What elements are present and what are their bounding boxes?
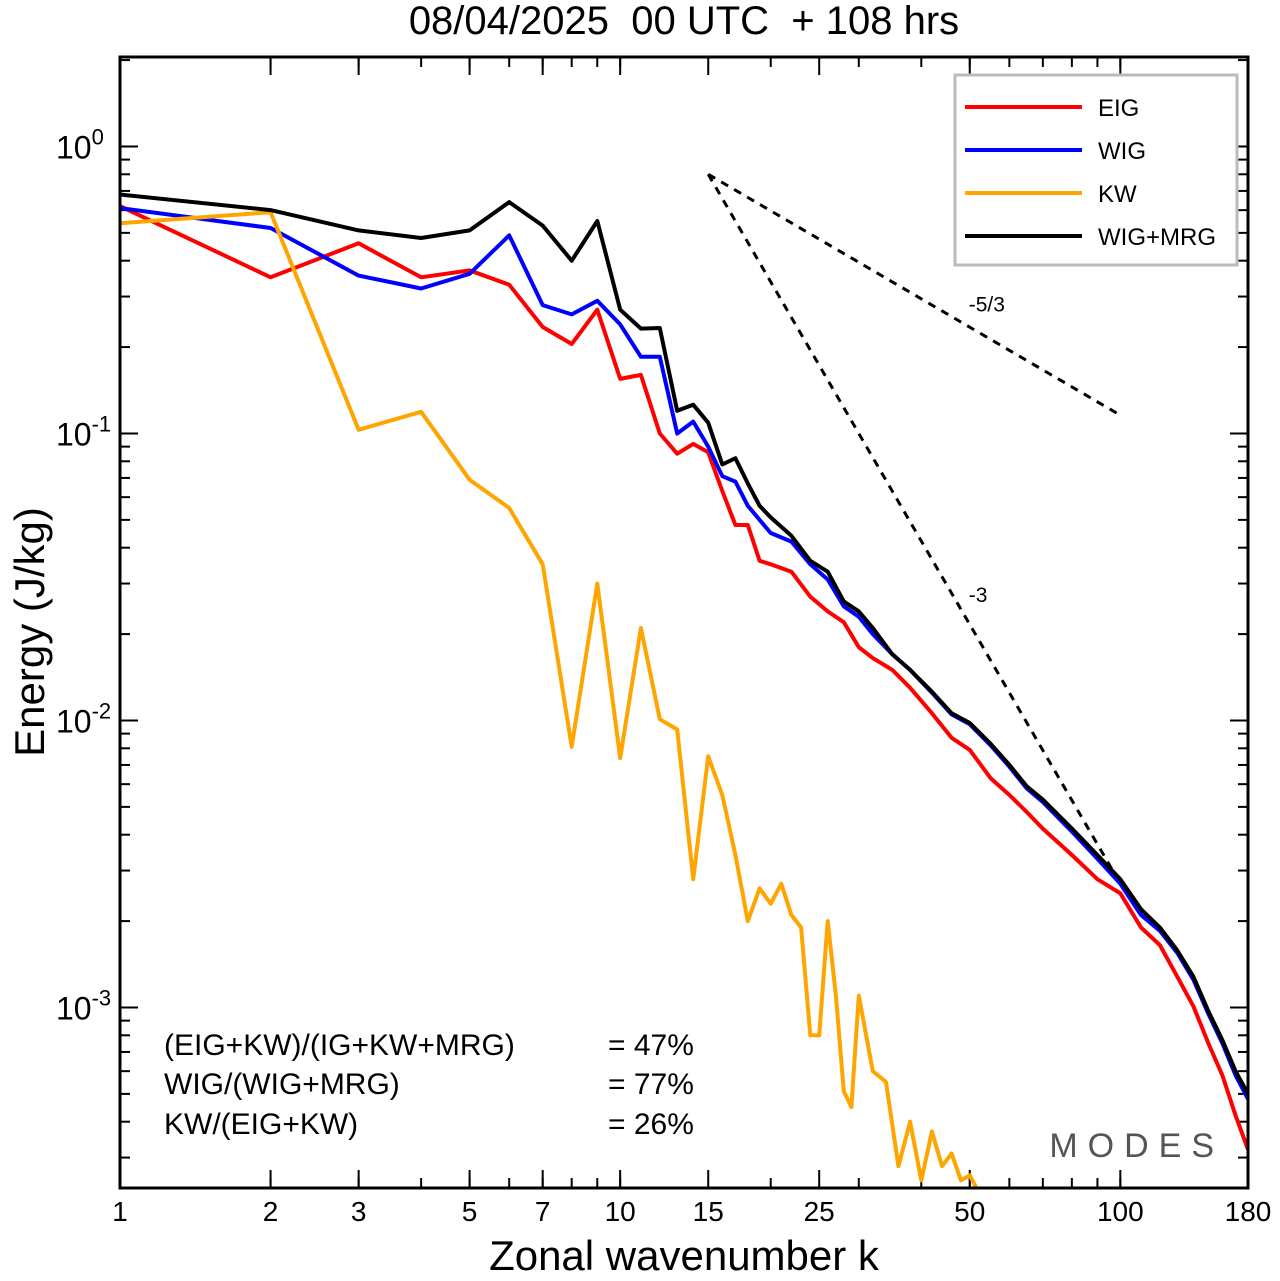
y-axis-label-text: Energy (J/kg) [6,507,53,757]
x-tick-label: 180 [1225,1196,1272,1227]
series-line-eig [120,204,1248,1151]
x-tick-label: 10 [605,1196,636,1227]
y-axis-label: Energy (J/kg) [6,507,53,757]
y-tick-label: 10-2 [56,698,111,739]
ratio-label-wig-mrg: WIG/(WIG+MRG) [164,1068,400,1101]
reference-line-label: -3 [969,584,988,607]
plot-content: 1 2 3 5 7 10 15 25 50 100 180 100 10-1 10-2 10-3 -5/3 -3 [56,57,1271,1227]
legend-label: WIG [1098,138,1146,165]
modes-watermark: MODES [1049,1127,1224,1165]
legend: EIG WIG KW WIG+MRG [953,73,1239,267]
x-tick-label: 50 [954,1196,985,1227]
legend-label: WIG+MRG [1098,224,1216,251]
x-tick-label: 15 [693,1196,724,1227]
ratio-value-eig-kw: = 47% [608,1029,694,1062]
chart-title: 08/04/2025 00 UTC + 108 hrs [409,0,959,43]
ratio-label-eig-kw: (EIG+KW)/(IG+KW+MRG) [164,1029,515,1062]
series-lines [120,192,1248,1188]
x-tick-label: 7 [535,1196,551,1227]
legend-entries: EIG WIG KW WIG+MRG [965,95,1216,251]
legend-label: KW [1098,181,1137,208]
ratio-label-kw: KW/(EIG+KW) [164,1108,358,1141]
x-tick-label: 5 [462,1196,478,1227]
reference-line [707,172,1122,417]
x-axis-label: Zonal wavenumber k [489,1232,880,1279]
reference-line-label: -5/3 [969,294,1005,317]
x-tick-label: 100 [1097,1196,1144,1227]
legend-label: EIG [1098,95,1139,122]
x-tick-label: 2 [263,1196,279,1227]
x-tick-label: 1 [112,1196,128,1227]
series-line-wig [120,206,1248,1100]
reference-line [706,173,1122,885]
ratio-annotations: (EIG+KW)/(IG+KW+MRG) = 47% WIG/(WIG+MRG)… [164,1029,694,1141]
x-tick-label: 25 [804,1196,835,1227]
series-line-kw [120,210,979,1188]
ratio-value-kw: = 26% [608,1108,694,1141]
x-tick-label: 3 [351,1196,367,1227]
y-tick-label: 10-1 [56,411,111,452]
y-axis-ticks: 100 10-1 10-2 10-3 [56,59,1248,1159]
y-tick-label: 10-3 [56,985,111,1026]
ratio-value-wig-mrg: = 77% [608,1068,694,1101]
plot-frame [118,55,1250,1190]
reference-slopes: -5/3 -3 [706,172,1122,885]
y-tick-label: 100 [56,124,104,165]
x-axis-ticks: 1 2 3 5 7 10 15 25 50 100 180 [112,57,1271,1227]
series-line-wig-mrg [120,192,1248,1095]
